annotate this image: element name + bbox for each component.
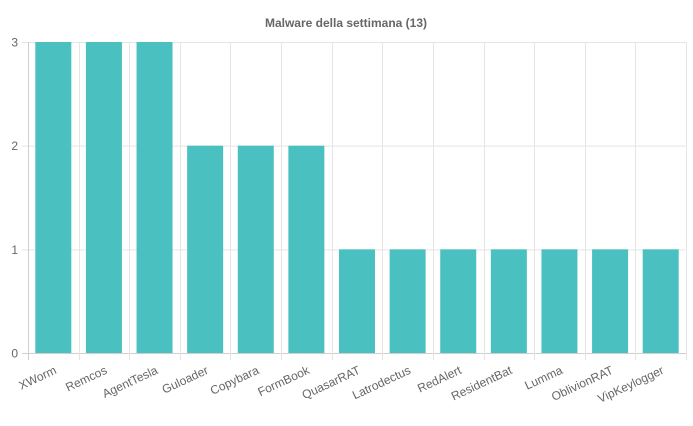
x-tick-label: Guloader bbox=[160, 363, 211, 397]
bar-copybara bbox=[237, 145, 274, 353]
bar-vipkeylogger bbox=[642, 249, 679, 353]
bar-residentbat bbox=[490, 249, 527, 353]
y-tick-label: 0 bbox=[11, 347, 18, 361]
bar-quasarrat bbox=[339, 249, 375, 353]
y-tick-label: 3 bbox=[11, 36, 18, 50]
bar-formbook bbox=[288, 145, 325, 353]
y-tick-label: 2 bbox=[11, 139, 18, 153]
bar-agenttesla bbox=[136, 42, 173, 353]
y-axis: 0 1 2 3 bbox=[11, 36, 18, 361]
bar-redalert bbox=[440, 249, 477, 353]
y-tick-label: 1 bbox=[11, 243, 18, 257]
bar-remcos bbox=[85, 42, 122, 353]
x-tick-label: Copybara bbox=[208, 363, 261, 398]
bar-xworm bbox=[35, 42, 72, 353]
x-tick-label: AgentTesla bbox=[100, 363, 160, 401]
bar-oblivionrat bbox=[592, 249, 629, 353]
bar-latrodectus bbox=[389, 249, 426, 353]
grid bbox=[22, 42, 687, 360]
bars bbox=[35, 42, 679, 353]
bar-guloader bbox=[187, 145, 224, 353]
x-tick-label: Latrodectus bbox=[350, 363, 413, 402]
x-tick-label: XWorm bbox=[17, 363, 59, 393]
chart-title: Malware della settimana (13) bbox=[265, 16, 427, 30]
bar-lumma bbox=[541, 249, 578, 353]
